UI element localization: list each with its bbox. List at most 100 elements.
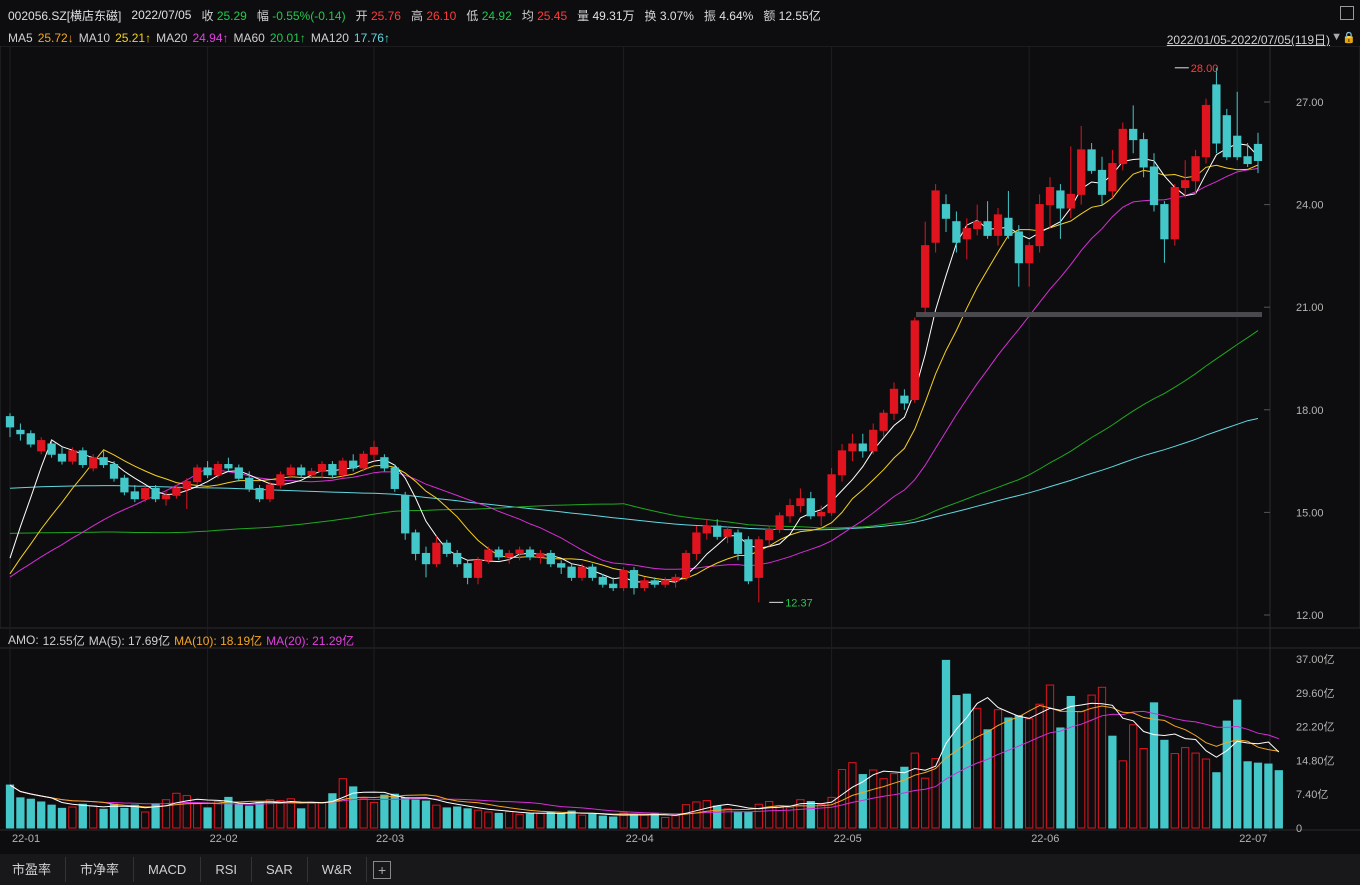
volume-bar — [369, 801, 379, 829]
candle-body — [1201, 104, 1211, 158]
tab-wr[interactable]: W&R — [308, 857, 368, 882]
candle-body — [182, 481, 191, 489]
candle-body — [900, 395, 909, 404]
candle-body — [827, 474, 836, 513]
support-band — [916, 312, 1262, 318]
candle-body — [598, 576, 607, 585]
candle-body — [1253, 143, 1263, 161]
candle-body — [68, 450, 77, 462]
volume-bar — [328, 793, 337, 829]
candle-body — [297, 467, 306, 476]
candle-body — [317, 464, 327, 472]
volume-bar — [1253, 762, 1263, 829]
volume-bar — [723, 808, 732, 829]
candle-body — [380, 457, 389, 469]
volume-bar — [796, 799, 805, 829]
candle-body — [255, 487, 264, 500]
quote-date: 2022/07/05 — [131, 8, 192, 22]
volume-bar — [962, 693, 971, 829]
volume-bar — [380, 794, 389, 829]
tab-rsi[interactable]: RSI — [201, 857, 252, 882]
candle-body — [473, 559, 483, 578]
volume-bar — [1222, 720, 1231, 829]
avg-label: 均 — [521, 8, 534, 23]
candle-body — [640, 580, 649, 589]
amount-value: 12.55亿 — [778, 8, 821, 23]
candle-body — [369, 446, 379, 455]
ma5-label: MA5 — [8, 31, 33, 45]
candle-body — [1149, 166, 1159, 206]
volume-bar — [1201, 758, 1211, 829]
candle-body — [401, 494, 410, 534]
volume-bar — [640, 814, 649, 829]
candle-body — [1066, 193, 1075, 209]
volume-bar — [889, 773, 899, 829]
candle-body — [89, 457, 98, 469]
add-indicator-icon[interactable]: + — [373, 860, 392, 879]
candle-body — [817, 511, 826, 517]
volume-bar — [255, 801, 264, 829]
ma60-line — [9, 330, 1259, 534]
volume-bar — [99, 808, 108, 829]
kline-chart[interactable]: 27.00 24.00 21.00 18.00 15.00 12.00 37.00亿 29.6… — [0, 46, 1360, 854]
volume-bar — [1129, 724, 1138, 829]
date-range-selector[interactable]: 2022/01/05-2022/07/05(119日) — [1166, 33, 1330, 47]
candle-body — [1222, 115, 1231, 158]
volume-bar — [1191, 752, 1200, 829]
amo-label: AMO: — [8, 633, 39, 647]
tab-sar[interactable]: SAR — [252, 857, 308, 882]
candle-body — [1170, 187, 1179, 240]
candle-body — [837, 450, 847, 476]
candle-body — [879, 412, 888, 431]
volume-bar — [120, 807, 129, 829]
volume-bar — [650, 813, 659, 829]
candle-body — [245, 477, 254, 489]
price-tick-label: 21.00 — [1296, 302, 1324, 314]
ma10-label: MA10 — [78, 31, 111, 45]
tab-pe[interactable]: 市盈率 — [0, 857, 67, 882]
volume-bar — [89, 805, 98, 829]
volume-bar — [993, 709, 1003, 829]
volume-bar — [931, 758, 940, 829]
volume-bar — [307, 802, 316, 829]
volume-bar — [1170, 753, 1179, 829]
candle-body — [733, 532, 743, 554]
volume-bar — [952, 695, 961, 829]
candle-body — [494, 549, 503, 558]
amo-ma20: MA(20): 21.29亿 — [266, 633, 355, 648]
candle-body — [858, 443, 867, 452]
volume-bar — [806, 801, 815, 829]
tab-pb[interactable]: 市净率 — [66, 857, 135, 882]
candle-body — [921, 245, 930, 308]
tab-macd[interactable]: MACD — [134, 857, 202, 882]
volume-bar — [921, 777, 930, 829]
volume-bar — [1181, 747, 1190, 829]
volume-bar — [598, 815, 607, 829]
candle-body — [702, 525, 711, 534]
x-axis-label: 22-06 — [1031, 833, 1059, 845]
close-value: 25.29 — [216, 8, 247, 23]
expand-icon[interactable] — [1340, 6, 1354, 20]
price-panel-frame — [0, 46, 1360, 629]
volume-bar — [1274, 770, 1283, 829]
ma120-line — [9, 418, 1259, 531]
volume-bar — [1066, 695, 1075, 829]
candle-body — [276, 474, 285, 486]
volume-bar — [234, 804, 243, 829]
dropdown-triangle-icon[interactable]: ▼ — [1331, 31, 1342, 43]
ma10-line — [9, 164, 1259, 581]
volume-bar — [536, 812, 545, 829]
candle-body — [619, 570, 628, 589]
volume-bar — [68, 806, 77, 829]
stock-code[interactable]: 002056.SZ[横店东磁] — [8, 8, 122, 23]
candle-body — [1212, 84, 1221, 144]
volume-bar — [713, 805, 722, 829]
volume-bar — [754, 803, 763, 829]
volume-bar — [473, 809, 483, 829]
volume-bar — [1160, 739, 1169, 829]
lock-icon[interactable]: 🔒 — [1342, 32, 1356, 44]
candle-body — [681, 552, 691, 578]
candle-body — [203, 467, 212, 476]
volume-bar — [1097, 686, 1107, 829]
volume-bar — [421, 800, 431, 829]
